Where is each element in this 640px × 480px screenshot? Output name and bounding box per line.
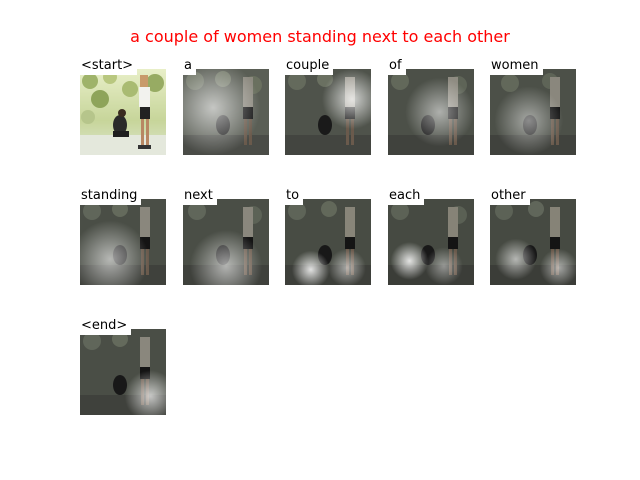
attention-panel: <start> xyxy=(80,57,166,172)
scene-thumbnail xyxy=(80,69,166,155)
attention-panel: couple xyxy=(285,57,371,172)
attention-thumbnail xyxy=(80,199,166,285)
word-label: next xyxy=(183,187,217,205)
attention-thumbnail xyxy=(388,69,474,155)
attention-thumbnail xyxy=(183,69,269,155)
attention-image xyxy=(490,199,576,285)
scene-image xyxy=(80,69,166,155)
attention-panel: next xyxy=(183,187,269,302)
attention-panel: standing xyxy=(80,187,166,302)
attention-thumbnail xyxy=(490,199,576,285)
attention-panel: of xyxy=(388,57,474,172)
word-label: women xyxy=(490,57,543,75)
attention-panel: women xyxy=(490,57,576,172)
word-label: each xyxy=(388,187,425,205)
attention-image xyxy=(183,199,269,285)
attention-image xyxy=(388,199,474,285)
attention-panel: a xyxy=(183,57,269,172)
attention-thumbnail xyxy=(80,329,166,415)
attention-thumbnail xyxy=(490,69,576,155)
word-label: of xyxy=(388,57,406,75)
attention-thumbnail xyxy=(285,69,371,155)
attention-panel: to xyxy=(285,187,371,302)
attention-panel: each xyxy=(388,187,474,302)
attention-image xyxy=(285,69,371,155)
caption-title: a couple of women standing next to each … xyxy=(130,27,510,46)
attention-panel: <end> xyxy=(80,317,166,432)
attention-panel: other xyxy=(490,187,576,302)
attention-thumbnail xyxy=(388,199,474,285)
attention-image xyxy=(490,69,576,155)
attention-image xyxy=(80,199,166,285)
word-label: other xyxy=(490,187,530,205)
attention-image xyxy=(388,69,474,155)
attention-thumbnail xyxy=(183,199,269,285)
attention-image xyxy=(285,199,371,285)
word-label: <end> xyxy=(80,317,132,335)
attention-image xyxy=(80,329,166,415)
attention-image xyxy=(183,69,269,155)
word-label: to xyxy=(285,187,304,205)
attention-thumbnail xyxy=(285,199,371,285)
word-label: couple xyxy=(285,57,334,75)
word-label: standing xyxy=(80,187,142,205)
word-label: <start> xyxy=(80,57,138,75)
word-label: a xyxy=(183,57,196,75)
